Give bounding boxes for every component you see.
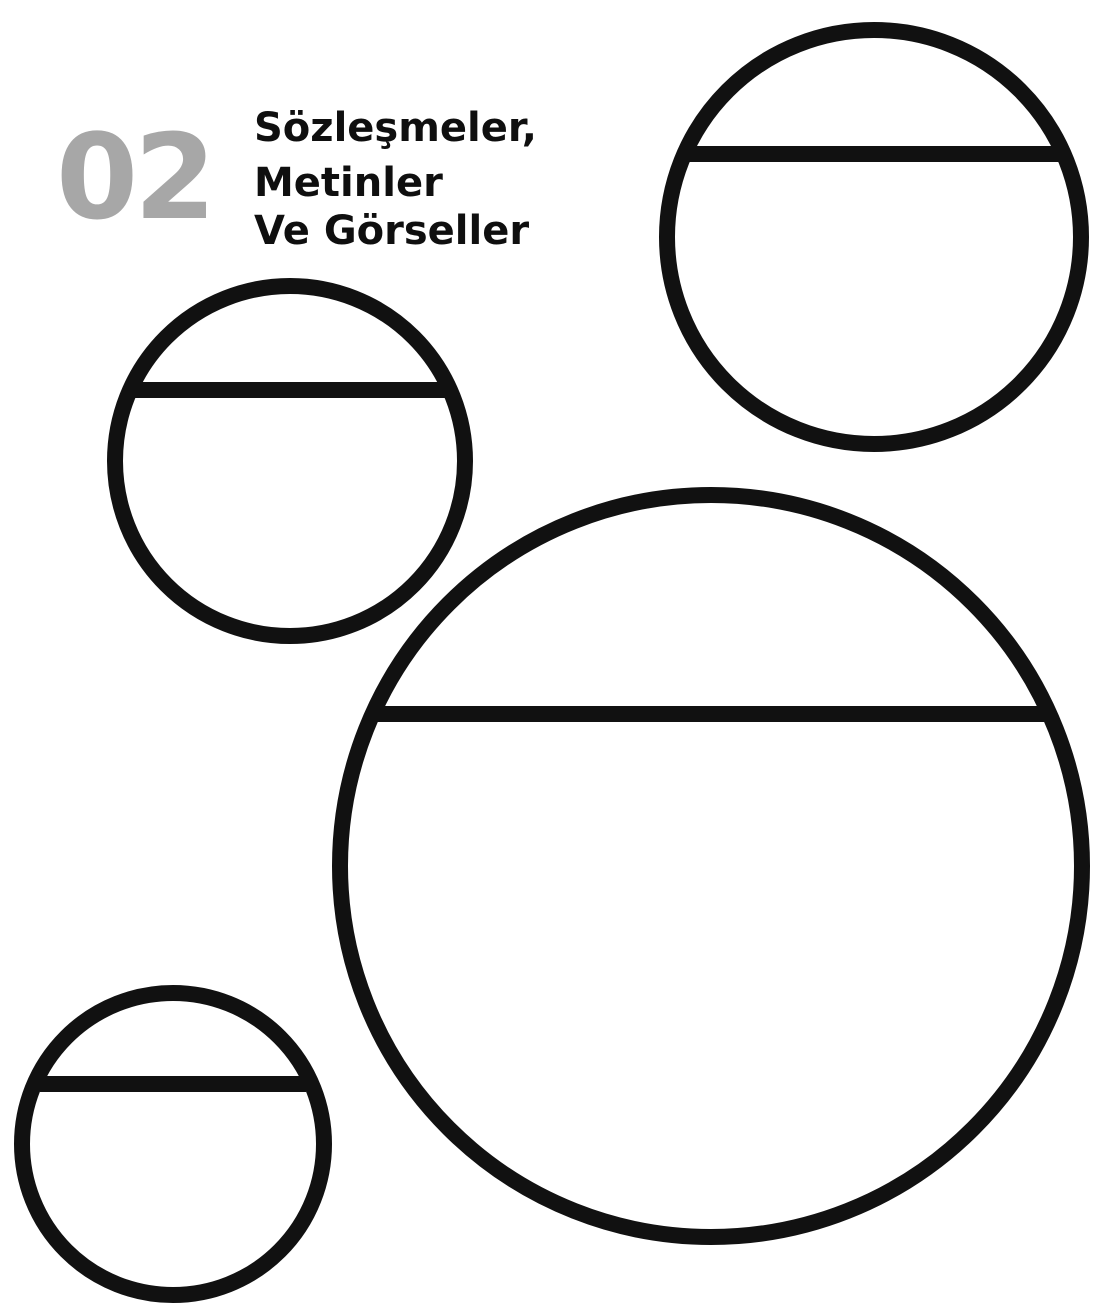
section-title: Sözleşmeler, Metinler Ve Görseller xyxy=(254,100,537,256)
circle-outline xyxy=(14,985,332,1303)
circle-middle-left xyxy=(107,278,473,644)
circle-top-right xyxy=(659,22,1089,452)
title-line-1: Sözleşmeler, xyxy=(254,105,537,151)
circle-large-center xyxy=(332,487,1090,1245)
circle-bottom-left xyxy=(14,985,332,1303)
circle-outline xyxy=(659,22,1089,452)
section-number: 02 xyxy=(56,108,216,246)
circle-outline xyxy=(107,278,473,644)
title-line-3: Ve Görseller xyxy=(254,208,530,254)
title-line-2: Metinler xyxy=(254,160,443,206)
circle-outline xyxy=(332,487,1090,1245)
